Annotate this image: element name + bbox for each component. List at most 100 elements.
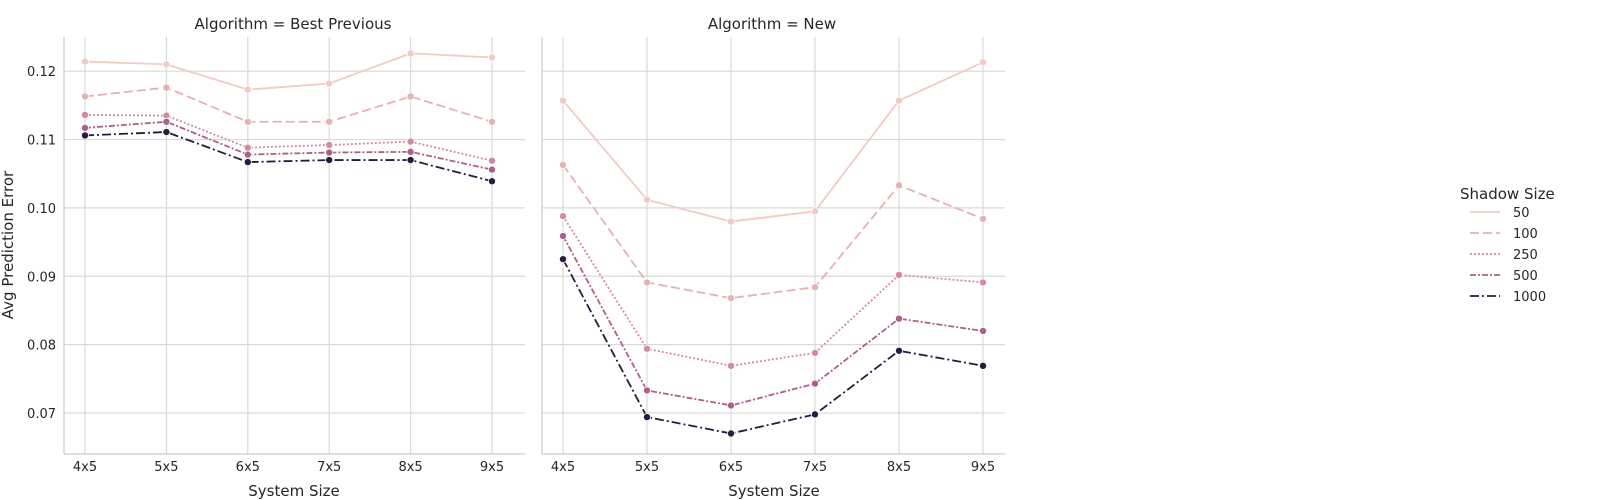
data-point bbox=[643, 386, 652, 395]
data-point bbox=[979, 58, 988, 67]
data-point bbox=[979, 326, 988, 335]
x-tick-label: 9x5 bbox=[971, 460, 995, 475]
data-point bbox=[559, 212, 568, 221]
data-point bbox=[487, 156, 496, 165]
x-tick-label: 6x5 bbox=[236, 460, 260, 475]
panel-title-new: Algorithm = New bbox=[708, 15, 836, 33]
data-point bbox=[487, 53, 496, 62]
data-point bbox=[979, 278, 988, 287]
x-tick-label: 5x5 bbox=[635, 460, 659, 475]
x-tick-label: 6x5 bbox=[719, 460, 743, 475]
y-tick-labels: 0.07 0.08 0.09 0.10 0.11 0.12 bbox=[27, 65, 56, 422]
data-point bbox=[811, 283, 820, 292]
data-point bbox=[243, 85, 252, 94]
x-axis-label: System Size bbox=[728, 482, 820, 500]
y-tick-label: 0.12 bbox=[27, 65, 56, 80]
x-tick-label: 8x5 bbox=[887, 460, 911, 475]
y-tick-label: 0.10 bbox=[27, 202, 56, 217]
data-point bbox=[325, 141, 334, 150]
data-point bbox=[895, 96, 904, 105]
data-point bbox=[406, 49, 415, 58]
data-point bbox=[811, 410, 820, 419]
panel-new: Algorithm = New 4x5 5x5 6x5 7x5 8x5 9x5 Syste… bbox=[541, 15, 1005, 500]
legend-label-500: 500 bbox=[1513, 269, 1538, 284]
x-tick-label: 8x5 bbox=[398, 460, 422, 475]
data-point bbox=[643, 344, 652, 353]
data-point bbox=[325, 156, 334, 165]
data-point bbox=[895, 181, 904, 190]
data-point bbox=[979, 214, 988, 223]
data-point bbox=[325, 148, 334, 157]
data-point bbox=[811, 379, 820, 388]
x-tick-label: 7x5 bbox=[317, 460, 341, 475]
data-point bbox=[162, 117, 171, 126]
data-point bbox=[243, 150, 252, 159]
y-tick-label: 0.11 bbox=[27, 134, 56, 149]
data-point bbox=[643, 195, 652, 204]
data-point bbox=[895, 346, 904, 355]
data-point bbox=[162, 60, 171, 69]
data-point bbox=[406, 156, 415, 165]
data-point bbox=[81, 57, 90, 66]
series-line-500 bbox=[84, 120, 493, 171]
series-line-100 bbox=[84, 86, 493, 123]
legend-label-50: 50 bbox=[1513, 206, 1530, 221]
legend-entries: 50 100 250 500 1000 bbox=[1470, 206, 1546, 305]
data-point bbox=[727, 294, 736, 303]
legend-title: Shadow Size bbox=[1460, 185, 1555, 203]
series-lines bbox=[559, 58, 988, 438]
legend: Shadow Size 50 100 250 500 1000 bbox=[1460, 185, 1555, 305]
data-point bbox=[81, 131, 90, 140]
series-line-50 bbox=[562, 61, 984, 223]
x-tick-label: 9x5 bbox=[480, 460, 504, 475]
data-point bbox=[325, 117, 334, 126]
series-line-1000 bbox=[562, 258, 984, 435]
data-point bbox=[727, 429, 736, 438]
x-axis-label: System Size bbox=[248, 482, 340, 500]
data-point bbox=[81, 92, 90, 101]
data-point bbox=[643, 413, 652, 422]
x-tick-labels: 4x5 5x5 6x5 7x5 8x5 9x5 bbox=[551, 460, 995, 475]
data-point bbox=[81, 110, 90, 119]
data-point bbox=[162, 128, 171, 137]
data-point bbox=[727, 217, 736, 226]
data-point bbox=[162, 83, 171, 92]
panel-title-best-previous: Algorithm = Best Previous bbox=[195, 15, 392, 33]
data-point bbox=[406, 147, 415, 156]
series-line-100 bbox=[562, 164, 984, 300]
data-point bbox=[979, 361, 988, 370]
y-tick-label: 0.09 bbox=[27, 270, 56, 285]
series-line-250 bbox=[562, 215, 984, 367]
data-point bbox=[727, 361, 736, 370]
data-point bbox=[487, 165, 496, 174]
data-point bbox=[895, 314, 904, 323]
data-point bbox=[81, 123, 90, 132]
data-point bbox=[243, 143, 252, 152]
x-tick-label: 5x5 bbox=[154, 460, 178, 475]
panel-best-previous: Algorithm = Best Previous 4x5 5x5 6x5 7x5 8x… bbox=[27, 15, 525, 500]
legend-label-250: 250 bbox=[1513, 248, 1538, 263]
data-point bbox=[406, 137, 415, 146]
legend-label-100: 100 bbox=[1513, 227, 1538, 242]
data-point bbox=[559, 160, 568, 169]
data-point bbox=[487, 117, 496, 126]
data-point bbox=[811, 348, 820, 357]
data-point bbox=[243, 158, 252, 167]
data-point bbox=[406, 92, 415, 101]
series-line-1000 bbox=[84, 131, 493, 183]
series-lines bbox=[81, 49, 496, 186]
y-tick-label: 0.07 bbox=[27, 407, 56, 422]
data-point bbox=[895, 270, 904, 279]
y-axis-label: Avg Prediction Error bbox=[0, 170, 17, 319]
data-point bbox=[559, 96, 568, 105]
data-point bbox=[811, 207, 820, 216]
data-point bbox=[559, 255, 568, 264]
series-line-500 bbox=[562, 235, 984, 407]
data-point bbox=[643, 278, 652, 287]
series-line-50 bbox=[84, 52, 493, 91]
data-point bbox=[559, 231, 568, 240]
gridlines bbox=[64, 37, 525, 454]
x-tick-labels: 4x5 5x5 6x5 7x5 8x5 9x5 bbox=[73, 460, 504, 475]
x-tick-label: 4x5 bbox=[551, 460, 575, 475]
